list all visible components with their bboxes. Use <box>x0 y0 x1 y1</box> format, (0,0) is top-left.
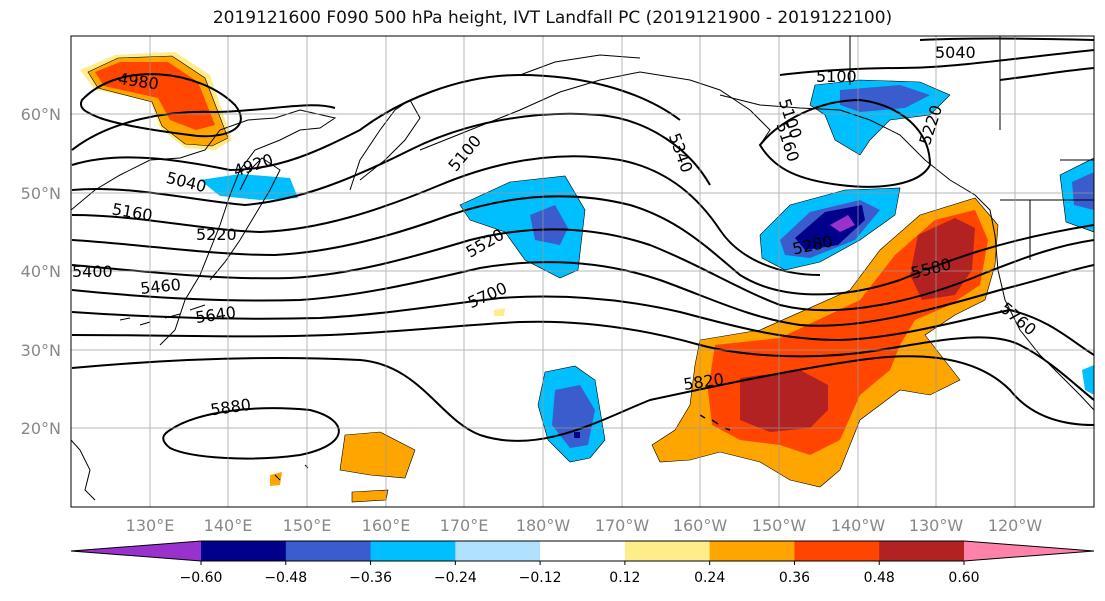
positive-anomaly-core-north <box>910 218 975 300</box>
positive-anomaly-west-pacific <box>339 431 416 479</box>
contour-label-5460: 5460 <box>139 275 181 298</box>
lon-label-160w: 160°W <box>673 516 728 535</box>
lat-label-60n: 60°N <box>21 105 61 124</box>
colorbar-segment <box>879 541 965 561</box>
ivt-shading <box>80 52 1094 503</box>
lon-label-130e: 130°E <box>126 516 175 535</box>
colorbar-segment <box>370 541 456 561</box>
colorbar-tick-label: 0.36 <box>779 570 810 586</box>
plot-frame <box>70 35 1095 508</box>
colorbar-segment <box>624 541 711 561</box>
latitude-labels: 60°N 50°N 40°N 30°N 20°N <box>21 105 61 438</box>
lat-label-40n: 40°N <box>21 262 61 281</box>
colorbar-tick-label: 0.60 <box>948 570 979 586</box>
lon-label-140e: 140°E <box>204 516 253 535</box>
negative-anomaly-central <box>459 175 586 279</box>
colorbar-tick-label: −0.12 <box>519 570 562 586</box>
lon-label-130w: 130°W <box>909 516 964 535</box>
lat-label-20n: 20°N <box>21 419 61 438</box>
colorbar-segment <box>285 541 372 561</box>
map-title: 2019121600 F090 500 hPa height, IVT Land… <box>212 8 893 28</box>
colorbar-tick-label: −0.36 <box>349 570 392 586</box>
lon-label-180w: 180°W <box>516 516 571 535</box>
colorbar-tick-label: 0.24 <box>694 570 725 586</box>
height-contours <box>71 37 1094 460</box>
colorbar-tick-label: 0.12 <box>609 570 640 586</box>
lon-label-170w: 170°W <box>595 516 650 535</box>
lon-label-170e: 170°E <box>440 516 489 535</box>
lon-label-120w: 120°W <box>988 516 1043 535</box>
contour-label-5040-ne: 5040 <box>935 43 976 62</box>
colorbar-tick-label: 0.48 <box>864 570 895 586</box>
colorbar-extend-max <box>964 541 1094 561</box>
lon-label-150w: 150°W <box>752 516 807 535</box>
colorbar-segment <box>455 541 541 561</box>
colorbar-segment <box>201 541 287 561</box>
colorbar-tick-label: −0.60 <box>180 570 223 586</box>
lat-label-30n: 30°N <box>21 341 61 360</box>
colorbar-segment <box>794 541 880 561</box>
lon-label-160e: 160°E <box>362 516 411 535</box>
colorbar-segment <box>709 541 795 561</box>
colorbar-tick-label: −0.48 <box>264 570 307 586</box>
colorbar-extend-min <box>71 541 201 561</box>
contour-label-5100-alaska: 5100 <box>816 67 857 86</box>
longitude-labels: 130°E 140°E 150°E 160°E 170°E 180°W 170°… <box>126 516 1043 535</box>
lon-label-140w: 140°W <box>831 516 886 535</box>
contour-label-5220-west: 5220 <box>196 225 237 244</box>
lat-label-50n: 50°N <box>21 184 61 203</box>
positive-anomaly-core <box>740 370 828 432</box>
colorbar-segment <box>540 541 626 561</box>
gridlines <box>71 36 1094 507</box>
lon-label-150e: 150°E <box>283 516 332 535</box>
colorbar-tick-label: −0.24 <box>434 570 477 586</box>
colorbar: −0.60 −0.48 −0.36 −0.24 −0.12 0.12 0.24 0.36 0.4… <box>70 540 1095 586</box>
contour-label-5400: 5400 <box>72 262 113 281</box>
